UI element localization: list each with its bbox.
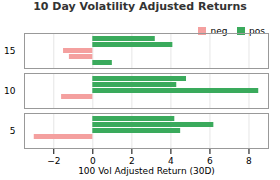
svg-text:8: 8 — [246, 156, 252, 166]
svg-text:−2: −2 — [47, 156, 60, 166]
svg-text:100 Vol Adjusted Return (30D): 100 Vol Adjusted Return (30D) — [78, 166, 215, 176]
svg-text:10: 10 — [4, 86, 16, 96]
svg-text:0: 0 — [90, 156, 96, 166]
html-text:10 Day Volatility Adjusted Ret: 10 Day Volatility Adjusted Returns — [33, 0, 247, 13]
svg-text:15: 15 — [4, 46, 15, 56]
html-text:pos: pos — [249, 25, 265, 36]
svg-text:2: 2 — [129, 156, 135, 166]
svg-text:6: 6 — [207, 156, 213, 166]
svg-text:4: 4 — [168, 156, 174, 166]
html-text:neg: neg — [210, 25, 228, 36]
svg-text:5: 5 — [10, 126, 16, 136]
